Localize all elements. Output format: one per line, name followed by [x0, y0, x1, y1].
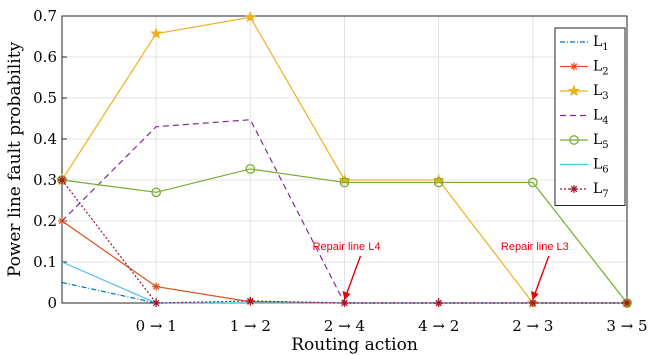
- grid: [62, 16, 627, 303]
- data-point: [433, 177, 444, 188]
- annotation-arrowhead: [342, 291, 351, 300]
- data-point: [151, 187, 162, 198]
- annotation: Repair line L4: [313, 241, 381, 300]
- y-tick-label: 0: [47, 294, 57, 312]
- series-layer: [55, 10, 634, 309]
- y-tick-label: 0.7: [33, 7, 57, 25]
- data-point: [150, 27, 163, 39]
- annotations: Repair line L4 Repair line L3: [313, 241, 569, 300]
- data-point: [57, 175, 67, 185]
- data-point: [570, 62, 578, 71]
- data-point: [152, 299, 161, 307]
- annotation-arrow: [345, 255, 362, 295]
- y-tick-label: 0.5: [33, 89, 57, 107]
- data-point: [567, 84, 581, 97]
- data-point: [527, 177, 538, 188]
- data-point: [246, 296, 255, 305]
- y-axis-label: Power line fault probability: [5, 41, 25, 277]
- data-point: [569, 135, 579, 145]
- data-point: [152, 282, 161, 291]
- annotation-arrow: [534, 255, 550, 295]
- annotation: Repair line L3: [501, 241, 569, 300]
- annotation-text: Repair line L4: [313, 241, 381, 253]
- data-point: [245, 164, 256, 174]
- annotation-text: Repair line L3: [501, 241, 569, 253]
- annotation-arrowhead: [530, 291, 539, 300]
- data-point: [58, 176, 66, 184]
- data-point: [339, 177, 350, 188]
- y-tick-label: 0.2: [33, 212, 57, 230]
- data-point: [623, 299, 631, 307]
- data-point: [570, 185, 578, 193]
- legend-box: [554, 27, 626, 206]
- data-point: [434, 299, 443, 307]
- x-tick-label: 2 → 4: [324, 317, 365, 335]
- series-line: [61, 168, 628, 304]
- y-tick-label: 0.6: [33, 48, 57, 66]
- axes: 0 0.1 0.2 0.3 0.4 0.5 0.6 0.7 0 → 1 1 → 2 2 → 4 4 →…: [33, 7, 647, 335]
- x-tick-label: 4 → 2: [418, 317, 459, 335]
- x-tick-label: 0 → 1: [136, 317, 177, 335]
- data-point: [340, 299, 349, 307]
- series-L7: [58, 176, 631, 307]
- y-tick-label: 0.3: [33, 171, 57, 189]
- y-tick-label: 0.1: [33, 253, 57, 271]
- series-L5: [57, 164, 632, 308]
- x-tick-label: 3 → 5: [606, 317, 647, 335]
- data-point: [244, 10, 257, 23]
- x-tick-label: 2 → 3: [512, 317, 553, 335]
- x-axis-label: Routing action: [291, 335, 418, 355]
- x-tick-label: 1 → 2: [230, 317, 271, 335]
- data-point: [528, 299, 537, 307]
- y-tick-label: 0.4: [33, 130, 57, 148]
